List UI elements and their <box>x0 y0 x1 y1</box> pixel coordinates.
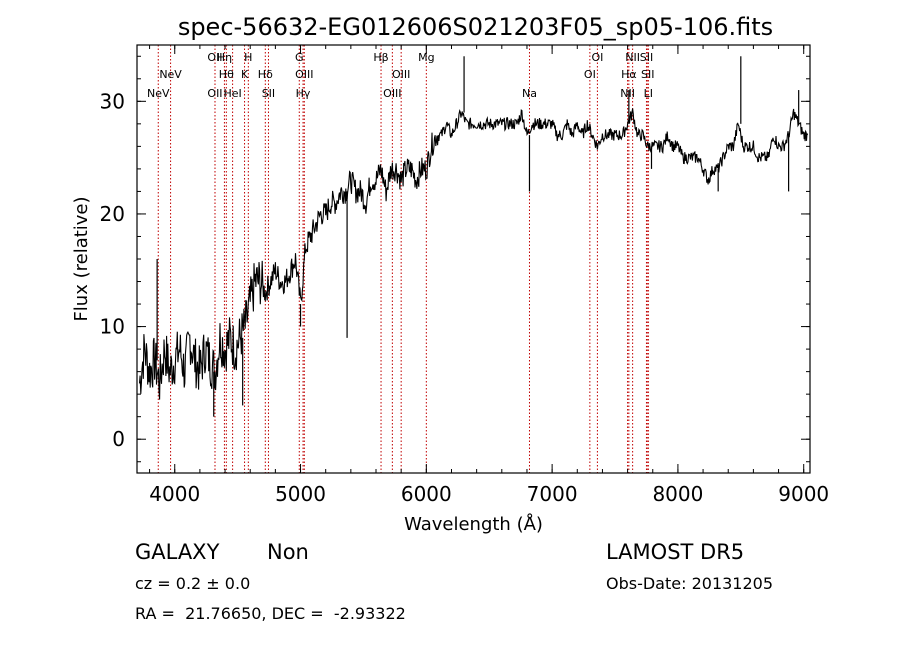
x-tick-label: 4000 <box>149 482 200 506</box>
x-tick-label: 7000 <box>527 482 578 506</box>
y-tick-label: 0 <box>112 427 125 451</box>
line-label: NeV <box>147 87 170 100</box>
y-tick-label: 20 <box>100 202 125 226</box>
line-label: OIII <box>295 68 313 81</box>
line-label: Hθ <box>219 68 234 81</box>
coordinates-readout: RA = 21.76650, DEC = -2.93322 <box>135 604 406 623</box>
class-label: GALAXY <box>135 540 220 564</box>
line-label: NII <box>625 51 640 64</box>
line-label: Hγ <box>296 87 311 100</box>
line-label: SII <box>262 87 275 100</box>
line-label: LI <box>644 87 653 100</box>
line-label: Hα <box>621 68 637 81</box>
line-label: H <box>244 51 252 64</box>
x-tick-label: 9000 <box>778 482 829 506</box>
line-label: OI <box>591 51 603 64</box>
line-label: Hη <box>217 51 232 64</box>
line-label: OII <box>207 51 222 64</box>
line-label: OIII <box>392 68 410 81</box>
y-tick-label: 30 <box>100 89 125 113</box>
line-label: Hδ <box>258 68 273 81</box>
survey-label: LAMOST DR5 <box>606 540 745 564</box>
line-label: NII <box>620 87 635 100</box>
x-tick-label: 6000 <box>401 482 452 506</box>
line-label: Hβ <box>373 51 388 64</box>
line-label: G <box>295 51 304 64</box>
line-label: HeI <box>223 87 241 100</box>
x-tick-label: 8000 <box>652 482 703 506</box>
line-label: NeV <box>159 68 182 81</box>
redshift-readout: cz = 0.2 ± 0.0 <box>135 574 251 593</box>
obs-date-readout: Obs-Date: 20131205 <box>606 574 774 593</box>
chart-title: spec-56632-EG012606S021203F05_sp05-106.f… <box>178 13 773 41</box>
spectrum-series-line <box>138 108 809 400</box>
line-label: Mg <box>418 51 434 64</box>
x-axis-label: Wavelength (Å) <box>404 513 543 535</box>
line-label: K <box>241 68 249 81</box>
x-tick-label: 5000 <box>275 482 326 506</box>
line-label: SII <box>640 51 653 64</box>
line-label: OIII <box>383 87 401 100</box>
line-label: Na <box>522 87 537 100</box>
y-tick-label: 10 <box>100 315 125 339</box>
line-label: SII <box>641 68 654 81</box>
y-axis-label: Flux (relative) <box>71 196 92 321</box>
subclass-label: Non <box>267 540 309 564</box>
plot-frame <box>136 44 811 474</box>
line-label: OII <box>207 87 222 100</box>
line-label: OI <box>584 68 596 81</box>
